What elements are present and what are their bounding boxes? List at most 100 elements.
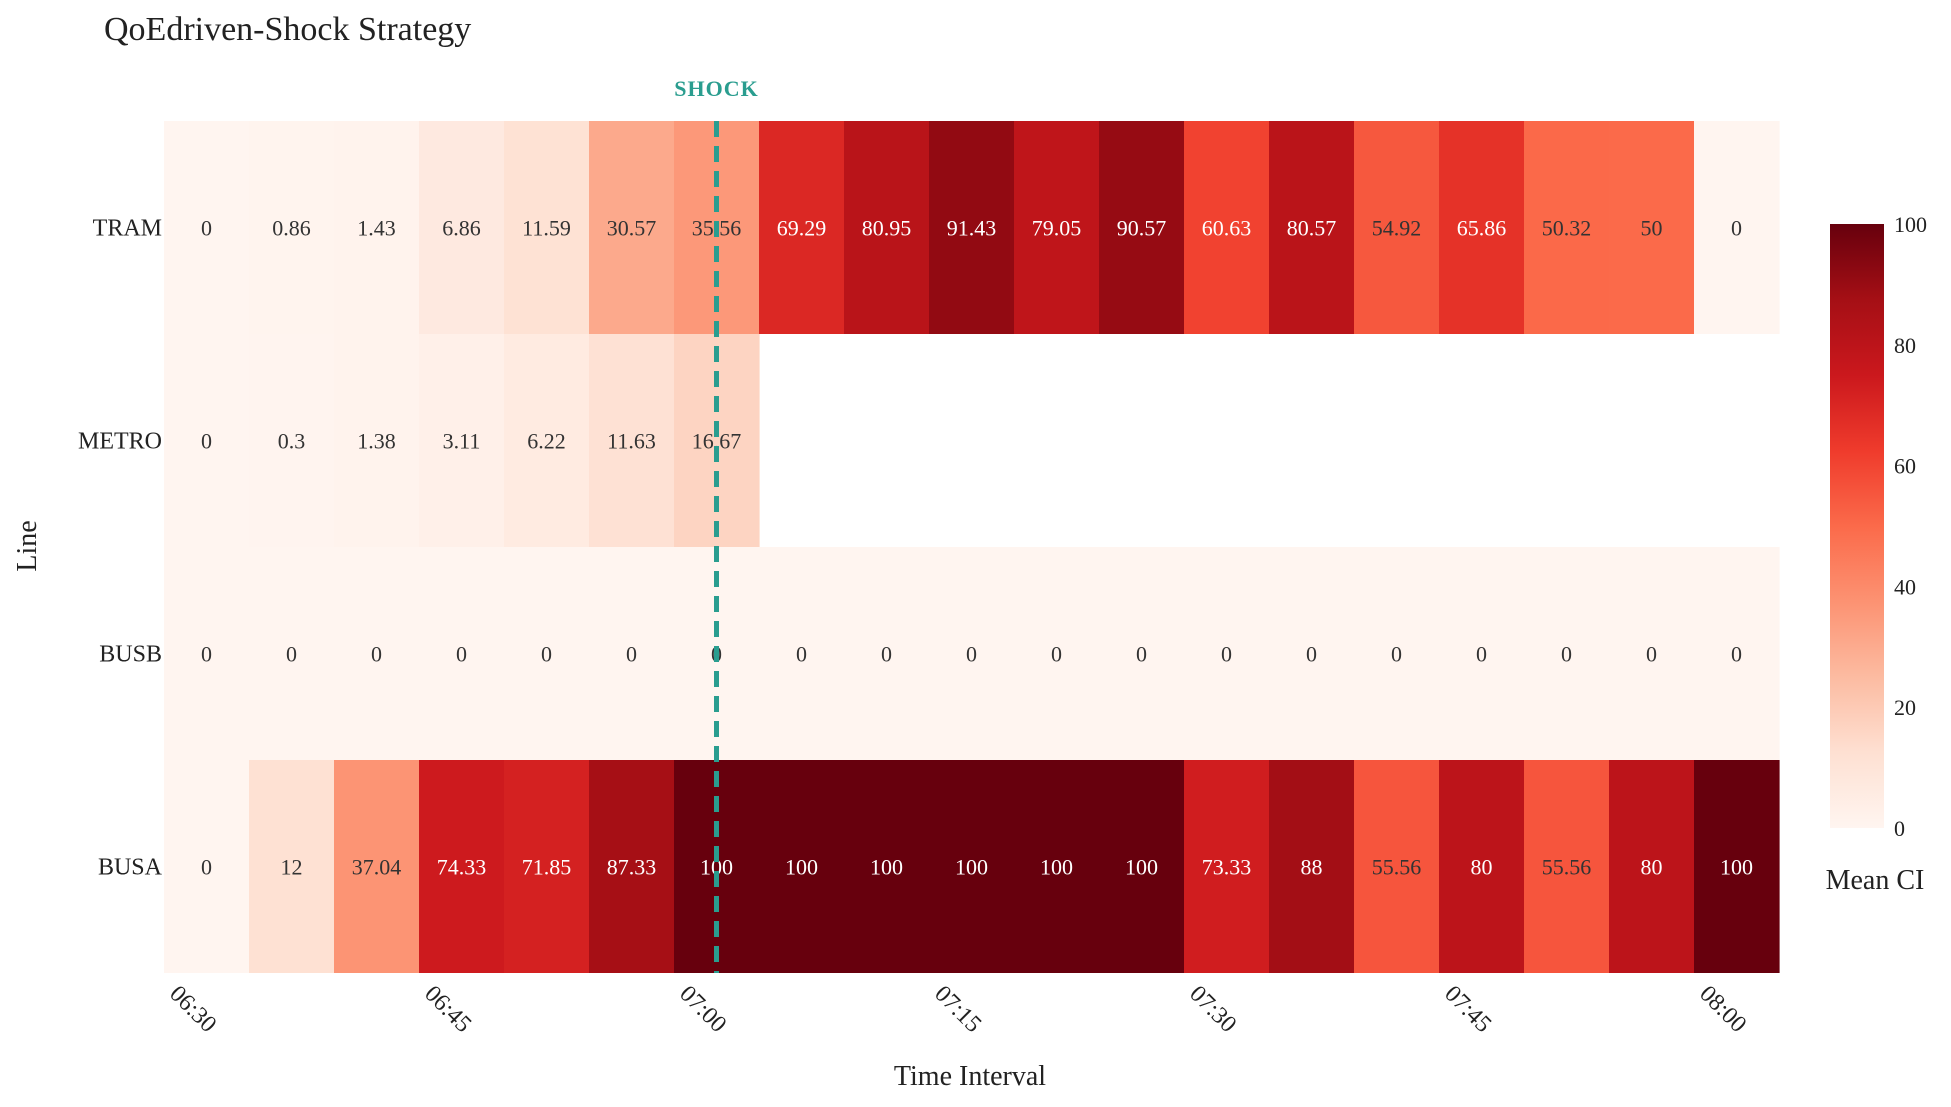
colorbar-gradient	[1830, 224, 1884, 828]
colorbar: 0 20 40 60 80 100 Mean CI	[1826, 212, 1927, 896]
heatmap-cell	[1354, 760, 1440, 973]
cell-value-label: 54.92	[1372, 216, 1422, 241]
cell-value-label: 100	[870, 855, 903, 880]
x-tick-label: 06:45	[419, 981, 476, 1038]
colorbar-tick-label: 20	[1894, 695, 1916, 720]
cell-value-label: 0	[626, 642, 637, 667]
heatmap-cell	[589, 547, 675, 760]
colorbar-ticks: 0 20 40 60 80 100	[1894, 212, 1927, 841]
cell-value-label: 37.04	[352, 855, 402, 880]
heatmap-cell	[419, 760, 505, 973]
heatmap-cell	[334, 334, 420, 547]
heatmap-cell	[1524, 121, 1610, 334]
colorbar-tick-label: 100	[1894, 212, 1927, 237]
heatmap-cell	[419, 334, 505, 547]
cell-value-label: 100	[955, 855, 988, 880]
heatmap-cell	[759, 547, 845, 760]
heatmap-cell	[1439, 760, 1525, 973]
heatmap-cell	[1184, 760, 1270, 973]
heatmap-cell	[1184, 547, 1270, 760]
cell-value-label: 30.57	[607, 216, 657, 241]
x-tick-label: 06:30	[164, 981, 221, 1038]
heatmap-cell	[1354, 121, 1440, 334]
cell-value-label: 80.57	[1287, 216, 1337, 241]
heatmap-cell	[1099, 121, 1185, 334]
heatmap-cell	[249, 760, 335, 973]
colorbar-tick-label: 0	[1894, 816, 1905, 841]
shock-annotation: SHOCK	[674, 76, 758, 973]
x-tick-label: 07:15	[929, 981, 986, 1038]
heatmap-cell	[1014, 121, 1100, 334]
cell-value-label: 0	[286, 642, 297, 667]
heatmap-cell	[674, 760, 760, 973]
cell-value-label: 80	[1641, 855, 1663, 880]
cell-value-label: 65.86	[1457, 216, 1507, 241]
cell-value-label: 0	[201, 429, 212, 454]
heatmap-cell	[1524, 547, 1610, 760]
heatmap-cell	[1099, 760, 1185, 973]
heatmap-cell	[589, 760, 675, 973]
x-axis-tick-labels: 06:30 06:45 07:00 07:15 07:30 07:45 08:00	[164, 981, 1751, 1038]
heatmap-cell	[929, 760, 1015, 973]
heatmap-cell	[504, 760, 590, 973]
cell-value-label: 80	[1471, 855, 1493, 880]
cell-value-label: 74.33	[437, 855, 487, 880]
cell-value-label: 0	[966, 642, 977, 667]
heatmap-cell	[1354, 547, 1440, 760]
heatmap-cells	[164, 121, 1780, 973]
cell-value-label: 0.86	[272, 216, 311, 241]
cell-value-label: 0	[1051, 642, 1062, 667]
cell-value-label: 1.43	[357, 216, 396, 241]
heatmap-cell	[844, 547, 930, 760]
cell-value-label: 69.29	[777, 216, 827, 241]
x-axis-title: Time Interval	[894, 1061, 1046, 1092]
cell-value-label: 0	[1731, 216, 1742, 241]
heatmap-cell	[589, 121, 675, 334]
cell-value-label: 0	[201, 855, 212, 880]
heatmap-cell	[419, 121, 505, 334]
heatmap-cell	[249, 334, 335, 547]
heatmap-cell	[164, 760, 250, 973]
heatmap-cell	[334, 760, 420, 973]
x-tick-label: 07:30	[1184, 981, 1241, 1038]
cell-value-label: 0	[456, 642, 467, 667]
cell-value-label: 0	[1136, 642, 1147, 667]
cell-value-label: 0	[541, 642, 552, 667]
cell-value-label: 60.63	[1202, 216, 1252, 241]
cell-value-label: 11.59	[522, 216, 571, 241]
heatmap-cell	[164, 334, 250, 547]
colorbar-title: Mean CI	[1826, 865, 1925, 896]
heatmap-cell	[929, 121, 1015, 334]
heatmap-cell	[334, 547, 420, 760]
heatmap-cell	[249, 121, 335, 334]
heatmap-cell-labels: 00.861.436.8611.5930.5735.5669.2980.9591…	[201, 216, 1753, 880]
y-axis-tick-labels: TRAM METRO BUSB BUSA	[78, 216, 163, 881]
cell-value-label: 11.63	[607, 429, 656, 454]
cell-value-label: 12	[281, 855, 303, 880]
heatmap-cell	[759, 760, 845, 973]
heatmap-cell	[1269, 760, 1355, 973]
x-tick-label: 07:00	[674, 981, 731, 1038]
cell-value-label: 6.22	[527, 429, 566, 454]
heatmap-cell	[1099, 547, 1185, 760]
cell-value-label: 0	[371, 642, 382, 667]
heatmap-cell	[1694, 760, 1780, 973]
heatmap-cell	[1439, 547, 1525, 760]
cell-value-label: 100	[1040, 855, 1073, 880]
colorbar-tick-label: 80	[1894, 333, 1916, 358]
heatmap-cell	[504, 547, 590, 760]
heatmap-cell	[249, 547, 335, 760]
cell-value-label: 80.95	[862, 216, 912, 241]
heatmap-cell	[1439, 121, 1525, 334]
cell-value-label: 0	[1561, 642, 1572, 667]
colorbar-tick-label: 60	[1894, 454, 1916, 479]
colorbar-tick-label: 40	[1894, 574, 1916, 599]
cell-value-label: 91.43	[947, 216, 997, 241]
heatmap-cell	[334, 121, 420, 334]
cell-value-label: 100	[785, 855, 818, 880]
heatmap-cell	[759, 121, 845, 334]
cell-value-label: 50	[1641, 216, 1663, 241]
cell-value-label: 100	[1125, 855, 1158, 880]
